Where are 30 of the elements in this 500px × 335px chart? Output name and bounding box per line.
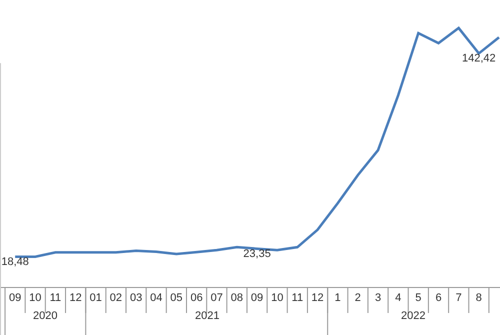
x-tick-label: 03 xyxy=(130,292,142,304)
x-tick-label: 07 xyxy=(210,292,223,304)
data-label: 142,42 xyxy=(462,52,496,65)
x-tick-label: 11 xyxy=(292,292,304,304)
x-tick-label: 4 xyxy=(395,292,402,304)
x-tick-label: 3 xyxy=(374,292,382,304)
data-label: 23,35 xyxy=(243,248,271,260)
x-tick-label: 10 xyxy=(29,292,42,304)
x-tick-label: 04 xyxy=(150,292,162,304)
x-tick-label: 02 xyxy=(110,292,122,304)
x-tick-label: 8 xyxy=(476,292,482,304)
x-tick-label: 6 xyxy=(435,292,442,304)
x-tick-label: 08 xyxy=(230,292,244,304)
x-tick-label: 1 xyxy=(334,292,341,304)
x-tick-label: 10 xyxy=(271,292,284,304)
text: 2022 xyxy=(401,310,426,322)
text: 2021 xyxy=(195,310,220,322)
x-tick-label: 12 xyxy=(69,292,82,304)
x-tick-label: 09 xyxy=(8,292,22,304)
x-tick-label: 2 xyxy=(354,292,361,304)
x-tick-label: 7 xyxy=(456,292,462,304)
x-tick-label: 09 xyxy=(250,292,264,304)
x-tick-label: 12 xyxy=(311,292,324,304)
x-tick-label: 05 xyxy=(170,292,183,304)
x-tick-label: 01 xyxy=(90,292,102,304)
x-tick-label: 5 xyxy=(415,292,422,304)
x-tick-label: 06 xyxy=(190,292,203,304)
data-label: 18,48 xyxy=(1,256,29,268)
text: 2020 xyxy=(33,310,58,322)
x-tick-label: 11 xyxy=(50,292,62,304)
